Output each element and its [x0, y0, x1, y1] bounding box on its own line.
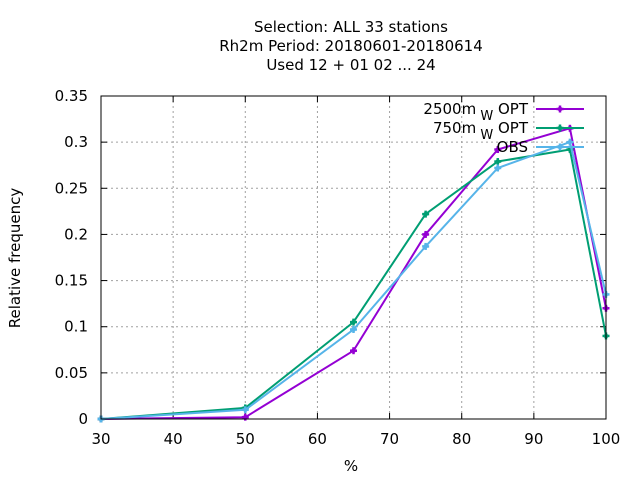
legend-marker-obs-dot — [557, 144, 563, 150]
data-point-2500m-dot — [423, 232, 428, 237]
series-line-750m — [100, 148, 607, 420]
plot-frame — [100, 95, 607, 420]
y-tick-label: 0.15 — [55, 272, 88, 290]
data-point-750m-dot — [351, 319, 356, 325]
y-tick-label: 0.1 — [64, 318, 88, 336]
chart-title: Selection: ALL 33 stations Rh2m Period: … — [219, 18, 483, 74]
data-point-750m-dot — [495, 159, 501, 164]
data-point-2500m — [494, 146, 502, 154]
data-point-obs — [566, 138, 574, 146]
legend-suffix: OPT — [493, 100, 529, 118]
data-point-750m — [350, 318, 357, 326]
grid — [101, 96, 606, 419]
x-tick-label: 80 — [452, 430, 471, 448]
y-tick-label: 0.35 — [55, 87, 88, 105]
x-tick-label: 30 — [91, 430, 110, 448]
x-axis-label: % — [344, 457, 358, 475]
legend-item-2500m: 2500m W OPT — [423, 100, 584, 124]
data-point-2500m — [350, 347, 357, 355]
series-750m — [97, 146, 610, 423]
data-point-obs — [350, 325, 357, 333]
data-point-750m — [494, 158, 502, 166]
y-tick-label: 0.25 — [55, 179, 88, 197]
data-point-obs — [241, 406, 249, 414]
legend-label-obs: OBS — [497, 138, 528, 156]
x-tick-label: 90 — [524, 430, 543, 448]
x-tick-label: 70 — [380, 430, 399, 448]
legend-label-750m: 750m W OPT — [433, 119, 529, 143]
title-line-1: Selection: ALL 33 stations — [254, 18, 448, 36]
legend-marker-2500m — [556, 105, 564, 113]
legend-subscript: W — [476, 109, 493, 124]
legend-item-obs: OBS — [497, 138, 584, 156]
x-tick-label: 50 — [236, 430, 255, 448]
x-tick-label: 100 — [592, 430, 621, 448]
data-point-obs — [494, 164, 502, 172]
data-point-2500m — [422, 230, 430, 238]
data-point-obs-dot — [423, 244, 428, 249]
data-point-2500m-dot — [495, 147, 501, 152]
x-tick-label: 40 — [164, 430, 183, 448]
y-tick-label: 0.2 — [64, 225, 88, 243]
legend-label-2500m: 2500m W OPT — [423, 100, 528, 124]
legend-name: 750m — [433, 119, 476, 137]
legend-suffix: OPT — [493, 119, 529, 137]
data-point-750m — [422, 210, 430, 218]
y-tick-label: 0.05 — [55, 364, 88, 382]
title-line-3: Used 12 + 01 02 ... 24 — [266, 56, 435, 74]
series-2500m — [97, 124, 610, 423]
data-point-750m-dot — [423, 211, 428, 217]
legend-name: 2500m — [423, 100, 476, 118]
data-point-obs-dot — [495, 165, 501, 171]
data-point-obs — [422, 242, 430, 250]
data-point-obs-dot — [567, 139, 573, 145]
series-layer — [97, 124, 610, 423]
data-point-2500m-dot — [351, 348, 356, 354]
axis-ticks: 30 40 50 60 70 80 90 100 0 0.05 0.1 0.15 0.2 0.25 0.3 0… — [55, 87, 621, 448]
legend-item-750m: 750m W OPT — [433, 119, 584, 143]
title-line-2: Rh2m Period: 20180601-20180614 — [219, 37, 483, 55]
y-axis-label: Relative frequency — [6, 188, 24, 329]
x-tick-label: 60 — [308, 430, 327, 448]
legend-marker-obs — [556, 143, 564, 151]
data-point-obs-dot — [351, 327, 356, 332]
data-point-2500m — [241, 413, 249, 421]
data-point-obs-dot — [242, 407, 248, 413]
y-tick-label: 0 — [78, 410, 88, 428]
y-tick-label: 0.3 — [64, 133, 88, 151]
series-line-2500m — [100, 127, 607, 420]
data-point-2500m-dot — [242, 414, 248, 420]
legend-marker-2500m-dot — [557, 106, 563, 112]
legend-name: OBS — [497, 138, 528, 156]
legend-marker-750m — [556, 124, 564, 132]
legend-subscript: W — [476, 128, 493, 143]
legend-marker-750m-dot — [557, 125, 563, 131]
